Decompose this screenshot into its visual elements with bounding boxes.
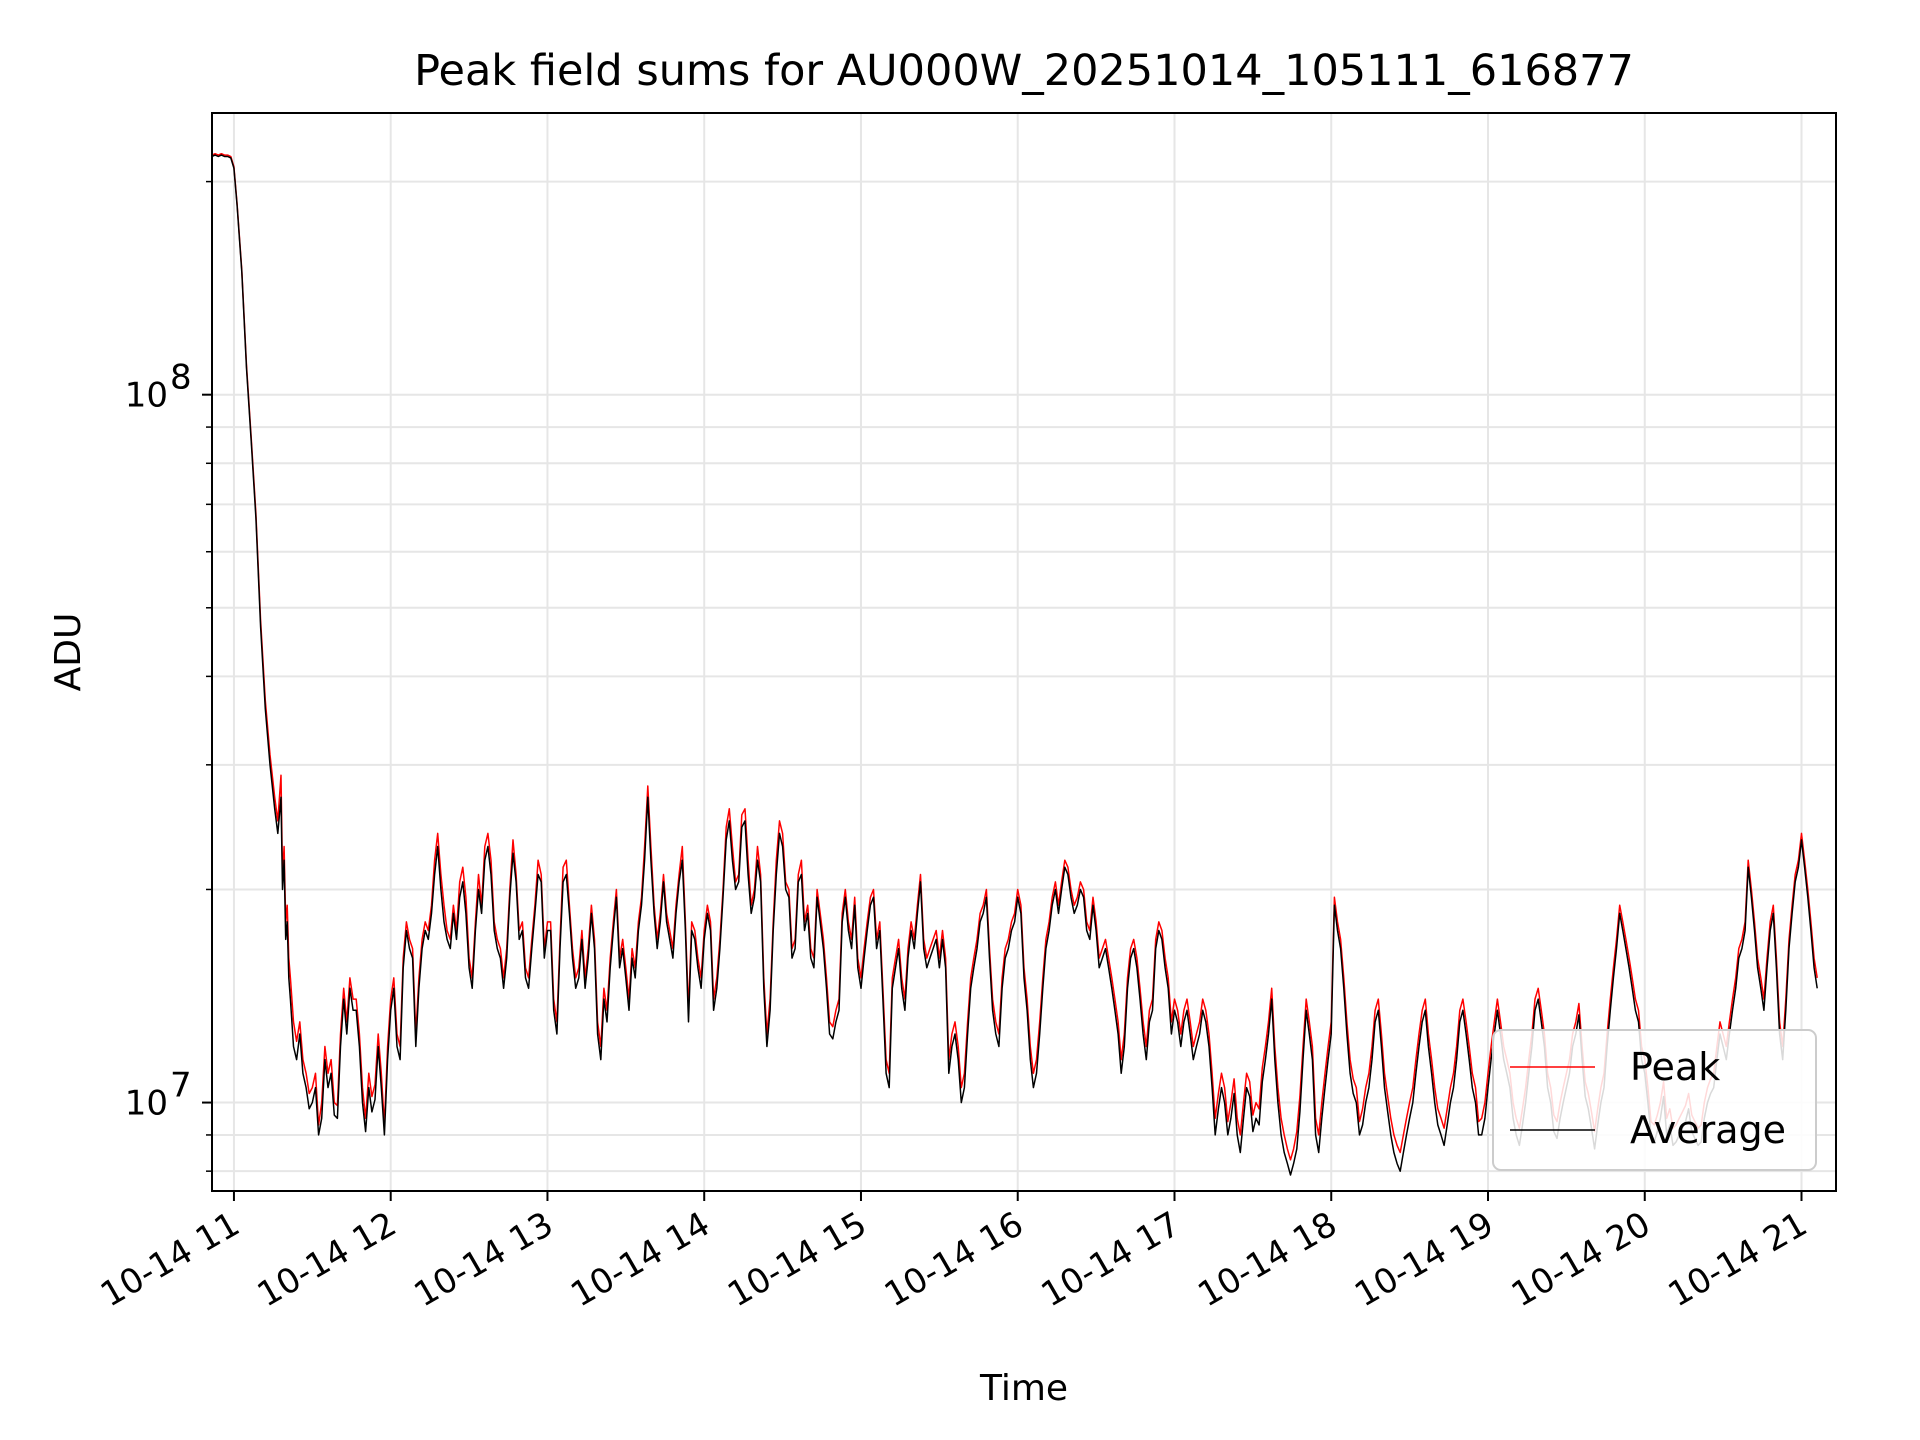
y-tick-label: 10 [125,1084,168,1124]
y-tick-exponent: 7 [170,1066,192,1106]
legend: Peak Average [1492,1029,1817,1171]
legend-average-label: Average [1630,1108,1786,1152]
y-tick-exponent: 8 [170,358,192,398]
x-axis-label: Time [979,1368,1068,1409]
plot-frame [211,112,1837,1192]
legend-box [1492,1029,1817,1171]
grid [212,113,1836,1191]
y-tick-label: 10 [125,376,168,416]
chart-title: Peak field sums for AU000W_20251014_1051… [414,46,1634,96]
y-axis-label: ADU [48,613,89,692]
legend-peak-label: Peak [1630,1045,1720,1089]
